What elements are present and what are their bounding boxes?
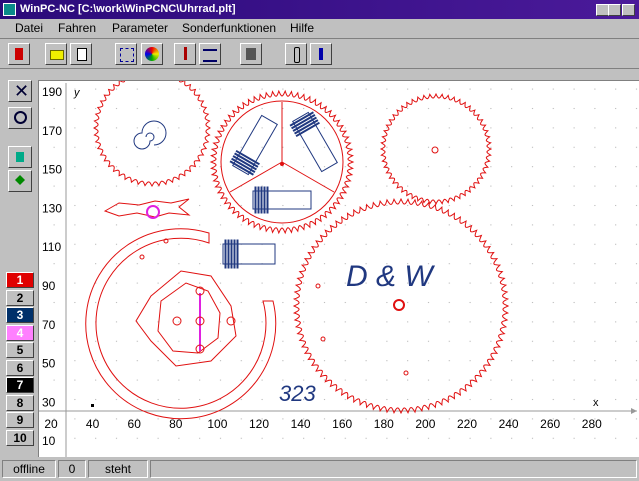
part-rib <box>261 187 262 213</box>
y-tick-label: 90 <box>42 279 56 293</box>
color-button[interactable] <box>141 43 163 65</box>
status-bar: offline 0 steht <box>0 458 639 481</box>
y-tick-label: 70 <box>42 318 56 332</box>
menu-bar: Datei Fahren Parameter Sonderfunktionen … <box>0 19 639 38</box>
pen-button[interactable]: 6 <box>6 360 34 376</box>
tool-button[interactable] <box>240 43 262 65</box>
pen-button[interactable]: 7 <box>6 377 34 393</box>
gear-hub <box>280 162 284 166</box>
zoom-button[interactable] <box>8 107 32 129</box>
x-tick-label: 140 <box>291 417 311 431</box>
menu-item[interactable]: Datei <box>15 19 43 38</box>
pen-button[interactable]: 5 <box>6 342 34 358</box>
y-tick-label: 190 <box>42 85 62 99</box>
separator <box>0 68 639 69</box>
pen-button[interactable]: 3 <box>6 307 34 323</box>
status-connection: offline <box>2 460 56 478</box>
close-button[interactable] <box>622 4 635 16</box>
plot-canvas: yx19017015013011090705030102040608010012… <box>38 80 639 457</box>
part-rib <box>231 240 232 268</box>
x-tick-label: 220 <box>457 417 477 431</box>
y-tick-label: 150 <box>42 163 62 177</box>
pen-button[interactable]: 10 <box>6 430 34 446</box>
part-rib <box>264 187 265 213</box>
stop-button[interactable]: ✕ <box>8 80 32 102</box>
x-tick-label: 180 <box>374 417 394 431</box>
info-button[interactable] <box>285 43 307 65</box>
x-tick-label: 260 <box>540 417 560 431</box>
x-axis-label: x <box>593 397 599 409</box>
x-tick-label: 200 <box>415 417 435 431</box>
menu-item[interactable]: Hilfe <box>290 19 314 38</box>
x-tick-label: 240 <box>499 417 519 431</box>
engraving-number: 323 <box>279 381 316 406</box>
part-rib <box>234 240 235 268</box>
view-button[interactable] <box>115 43 137 65</box>
x-tick-label: 280 <box>582 417 602 431</box>
separator <box>0 38 639 39</box>
jog-button[interactable] <box>8 170 32 192</box>
status-count: 0 <box>58 460 86 478</box>
part-rib <box>267 187 268 213</box>
window-title: WinPC-NC [C:\work\WinPCNC\Uhrrad.plt] <box>20 0 236 19</box>
zero-button[interactable] <box>174 43 196 65</box>
pen-button[interactable]: 8 <box>6 395 34 411</box>
help-button[interactable] <box>310 43 332 65</box>
y-tick-label: 30 <box>42 395 56 409</box>
y-tick-label: 10 <box>42 434 56 448</box>
status-message <box>150 460 637 478</box>
part-rib <box>225 240 226 268</box>
open-button[interactable] <box>45 43 67 65</box>
title-bar: WinPC-NC [C:\work\WinPCNC\Uhrrad.plt] <box>0 0 639 19</box>
app-window: WinPC-NC [C:\work\WinPCNC\Uhrrad.plt] Da… <box>0 0 639 481</box>
exit-button[interactable] <box>8 43 30 65</box>
menu-item[interactable]: Fahren <box>58 19 96 38</box>
origin-marker <box>91 404 94 407</box>
x-tick-label: 20 <box>44 417 58 431</box>
part-rib <box>228 240 229 268</box>
move-button[interactable] <box>199 43 221 65</box>
y-tick-label: 170 <box>42 124 62 138</box>
file-button[interactable] <box>70 43 92 65</box>
x-tick-label: 120 <box>249 417 269 431</box>
part-rib <box>258 187 259 213</box>
y-tick-label: 110 <box>42 240 61 254</box>
home-button[interactable] <box>8 146 32 168</box>
pen-button[interactable]: 4 <box>6 325 34 341</box>
grid-dots <box>39 81 639 457</box>
pen-button[interactable]: 1 <box>6 272 34 288</box>
x-tick-label: 40 <box>86 417 100 431</box>
status-state: steht <box>88 460 148 478</box>
engraving-text: D & W <box>346 260 435 293</box>
pen-button[interactable]: 9 <box>6 412 34 428</box>
x-tick-label: 160 <box>332 417 352 431</box>
menu-item[interactable]: Sonderfunktionen <box>182 19 276 38</box>
x-tick-label: 60 <box>128 417 142 431</box>
maximize-button[interactable] <box>608 4 621 16</box>
y-tick-label: 130 <box>42 201 62 215</box>
pen-button[interactable]: 2 <box>6 290 34 306</box>
x-tick-label: 100 <box>207 417 227 431</box>
y-tick-label: 50 <box>42 357 56 371</box>
menu-item[interactable]: Parameter <box>112 19 168 38</box>
part-rib <box>255 187 256 213</box>
app-icon <box>3 3 16 16</box>
part-rib <box>237 240 238 268</box>
